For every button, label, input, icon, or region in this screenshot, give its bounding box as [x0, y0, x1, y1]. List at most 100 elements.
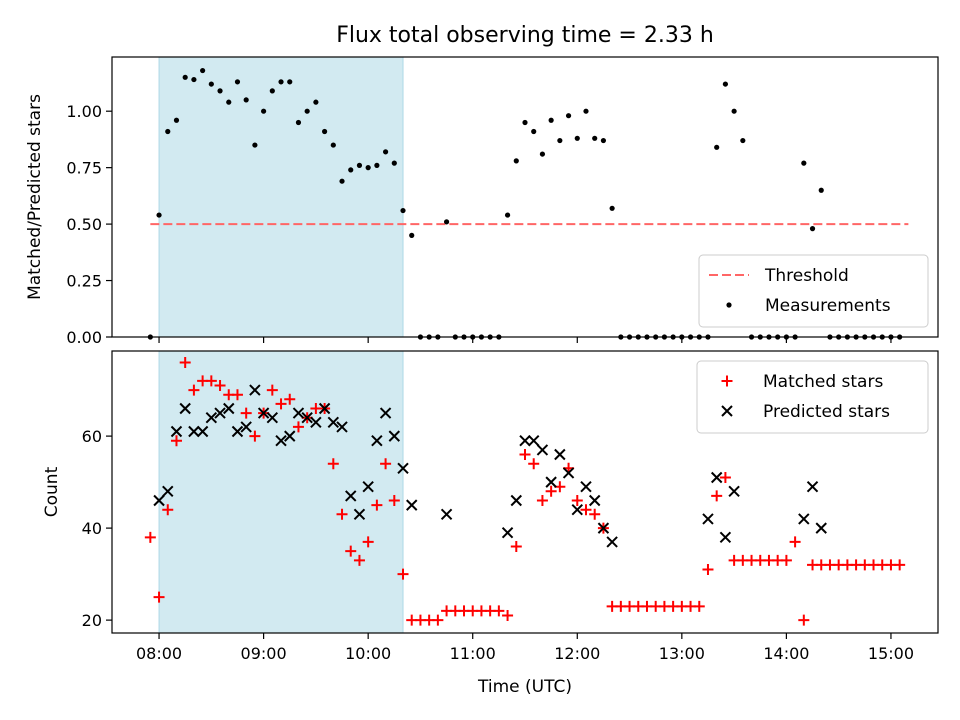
shaded-span: [158, 350, 404, 634]
plot-frame: [111, 350, 939, 634]
measurement-point: [330, 142, 336, 148]
predicted-star-point: [353, 508, 366, 521]
measurement-point: [287, 79, 293, 85]
predicted-star-point: [501, 527, 514, 539]
x-tick-label: 08:00: [136, 644, 182, 663]
legend-label: Predicted stars: [763, 402, 890, 422]
x-tick-label: 12:00: [554, 644, 600, 663]
predicted-star-point: [275, 434, 287, 447]
measurement-point: [400, 207, 406, 214]
x-axis-label: Time (UTC): [477, 677, 572, 697]
measurement-point: [722, 81, 729, 87]
matched-star-point: [693, 600, 705, 612]
predicted-star-point: [179, 402, 191, 415]
matched-star-point: [502, 610, 514, 622]
matched-star-point: [519, 449, 531, 461]
matched-star-point: [353, 554, 365, 566]
y-tick-label: 0.00: [66, 328, 102, 347]
predicted-star-point: [301, 411, 313, 424]
predicted-star-point: [249, 384, 261, 396]
matched-star-point: [179, 357, 191, 369]
matched-star-point: [432, 614, 444, 626]
y-tick-label: 40: [82, 519, 102, 538]
predicted-star-point: [170, 425, 183, 438]
measurement-point: [609, 205, 615, 211]
predicted-star-point: [345, 490, 357, 502]
predicted-star-point: [710, 471, 723, 484]
predicted-star-point: [562, 467, 575, 479]
predicted-star-point: [798, 513, 810, 525]
measurement-point: [348, 167, 354, 173]
matched-star-point: [240, 407, 252, 419]
predicted-star-point: [205, 411, 218, 424]
predicted-star-point: [702, 513, 714, 525]
measurement-point: [565, 113, 572, 119]
matched-star-point: [284, 393, 296, 405]
predicted-star-point: [162, 485, 174, 498]
x-tick-label: 14:00: [763, 644, 809, 663]
matched-star-point: [493, 605, 505, 617]
measurement-point: [339, 178, 345, 184]
matched-star-point: [162, 504, 174, 516]
matched-star-point: [388, 495, 400, 507]
matched-star-point: [545, 485, 557, 497]
matched-star-point: [249, 430, 261, 442]
measurement-point: [374, 162, 380, 168]
measurement-point: [295, 119, 302, 126]
x-tick-label: 11:00: [450, 644, 496, 663]
predicted-star-point: [519, 434, 531, 447]
measurement-point: [409, 232, 415, 238]
predicted-star-point: [371, 434, 383, 447]
predicted-star-point: [362, 481, 374, 493]
predicted-star-point: [597, 522, 610, 534]
predicted-star-point: [719, 531, 732, 544]
measurement-point: [443, 219, 450, 225]
measurement-point: [504, 212, 511, 218]
measurement-point: [173, 117, 180, 123]
matched-star-point: [528, 458, 540, 470]
predicted-star-point: [310, 416, 322, 429]
bottom-panel: 20 40 60 08:00 09:00 10:00 11:00 12:00 13:00 14:0…: [42, 350, 939, 663]
matched-star-point: [292, 421, 304, 433]
x-tick-label: 10:00: [345, 644, 391, 663]
y-tick-label: 0.75: [66, 159, 102, 178]
matched-star-point: [188, 384, 200, 396]
measurement-point: [557, 137, 563, 144]
predicted-star-point: [153, 494, 165, 507]
measurement-point: [600, 137, 607, 144]
matched-star-point: [231, 389, 243, 401]
matched-star-point: [789, 536, 801, 548]
matched-star-point: [536, 495, 548, 507]
measurement-point: [809, 226, 816, 232]
measurement-point: [304, 108, 310, 114]
measurement-point: [217, 88, 223, 94]
matched-star-point: [327, 458, 339, 470]
measurement-point: [208, 81, 214, 87]
matched-star-point: [711, 490, 723, 502]
measurement-point: [574, 135, 580, 141]
measurement-point: [156, 212, 162, 218]
legend-measurement-swatch: [726, 302, 732, 308]
y-tick-label: 20: [82, 611, 102, 630]
measurement-point: [548, 117, 554, 123]
predicted-star-point: [336, 421, 348, 433]
matched-star-point: [397, 568, 409, 580]
predicted-star-point: [606, 536, 618, 548]
legend-predicted-swatch: [721, 405, 733, 417]
y-tick-label: 1.00: [66, 102, 102, 121]
measurement-point: [278, 79, 284, 85]
measurement-point: [313, 99, 319, 105]
matched-star-point: [571, 495, 583, 507]
predicted-star-point: [580, 481, 592, 493]
predicted-star-point: [223, 402, 235, 415]
matched-star-point: [719, 472, 731, 484]
measurement-point: [592, 135, 598, 141]
predicted-star-point: [571, 504, 583, 516]
measurement-point: [200, 67, 206, 74]
y-tick-label: 0.25: [66, 272, 102, 291]
chart-title: Flux total observing time = 2.33 h: [336, 23, 714, 48]
matched-star-point: [214, 380, 226, 392]
measurement-point: [165, 128, 171, 135]
measurement-point: [234, 79, 241, 85]
predicted-star-point: [397, 462, 409, 475]
